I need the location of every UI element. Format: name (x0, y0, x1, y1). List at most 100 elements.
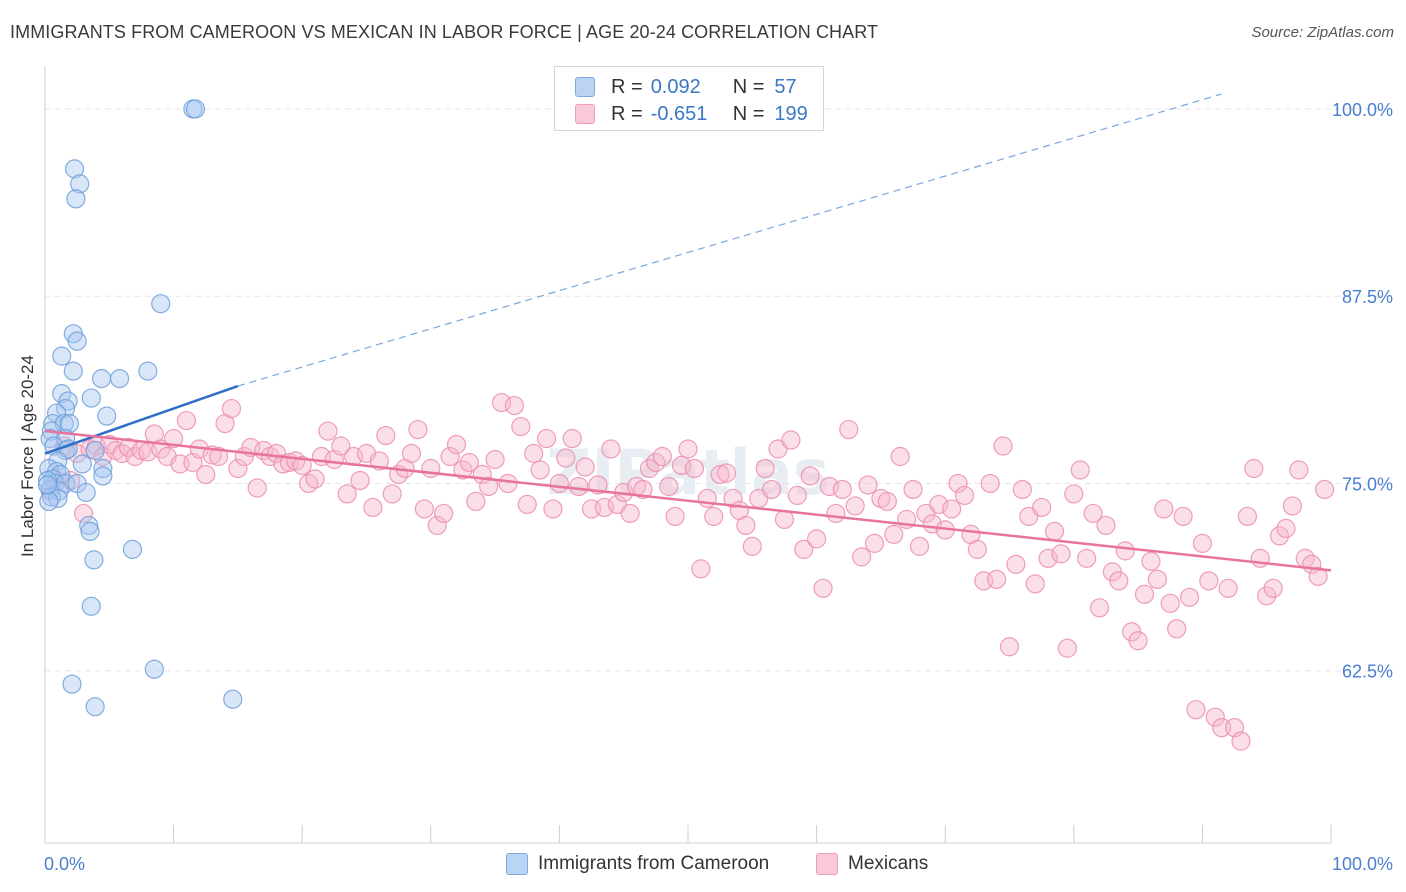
point-mexicans (1179, 587, 1200, 607)
point-mexicans (1032, 497, 1052, 518)
point-mexicans (1070, 460, 1090, 480)
point-mexicans (845, 496, 865, 516)
point-mexicans (337, 484, 357, 504)
bottom-legend-mexicans: Mexicans (816, 852, 928, 876)
point-mexicans (826, 503, 846, 524)
point-mexicans (954, 485, 975, 506)
point-cameroon (85, 697, 105, 717)
legend-n-value: 199 (774, 102, 808, 125)
legend-n-label: N = (732, 75, 765, 98)
point-mexicans (440, 446, 460, 467)
point-mexicans (1237, 506, 1258, 527)
trend-layer (44, 93, 1332, 572)
point-mexicans (1282, 496, 1303, 516)
point-mexicans (530, 460, 550, 480)
point-mexicans (1115, 541, 1135, 561)
point-mexicans (1141, 551, 1161, 571)
point-mexicans (800, 466, 820, 486)
point-mexicans (1134, 584, 1155, 604)
point-mexicans (196, 464, 216, 485)
trendline-mexicans (44, 429, 1332, 572)
point-cameroon (81, 388, 101, 408)
point-mexicans (832, 479, 852, 500)
stats-legend: R = 0.092 N = 57 R = -0.651 N = 199 (554, 66, 824, 131)
point-mexicans (813, 578, 833, 598)
point-mexicans (665, 506, 685, 527)
point-cameroon (138, 361, 158, 381)
point-mexicans (852, 547, 872, 567)
trendline-cameroon-extension (237, 93, 1222, 387)
point-cameroon (67, 331, 87, 351)
label-layer: 62.5% 75.0% 87.5% 100.0% 0.0% 100.0% (44, 100, 1393, 874)
bottom-legend-label-cameroon: Immigrants from Cameroon (538, 853, 770, 874)
point-mexicans (1147, 569, 1167, 589)
point-mexicans (691, 559, 711, 579)
point-mexicans (1109, 571, 1129, 591)
point-cameroon (223, 689, 243, 709)
point-cameroon (122, 539, 143, 559)
point-mexicans (1038, 548, 1058, 568)
chart-source: Source: ZipAtlas.com (1251, 24, 1394, 41)
point-cameroon (64, 159, 85, 179)
point-mexicans (221, 398, 242, 419)
point-mexicans (1025, 574, 1045, 594)
point-mexicans (176, 410, 197, 431)
y-tick-label: 62.5% (1342, 662, 1393, 682)
point-mexicans (1077, 548, 1097, 568)
point-mexicans (781, 430, 801, 450)
legend-swatch-mexicans (575, 104, 595, 124)
point-cameroon (70, 174, 90, 194)
point-mexicans (524, 443, 544, 464)
point-mexicans (1205, 707, 1225, 727)
point-mexicans (864, 533, 885, 553)
point-mexicans (369, 451, 389, 471)
point-mexicans (1154, 499, 1174, 519)
point-mexicans (1160, 593, 1180, 613)
point-cameroon (58, 391, 78, 411)
legend-n-label: N = (732, 102, 765, 125)
point-mexicans (1012, 479, 1032, 500)
legend-r-label: R = (611, 75, 643, 98)
point-mexicans (511, 416, 531, 437)
point-mexicans (453, 460, 473, 480)
point-mexicans (434, 503, 454, 524)
point-mexicans (1051, 544, 1071, 564)
point-cameroon (93, 458, 113, 479)
point-mexicans (723, 488, 743, 509)
point-mexicans (1064, 484, 1084, 504)
point-mexicans (1231, 731, 1251, 751)
point-mexicans (1167, 619, 1187, 639)
point-mexicans (247, 478, 267, 498)
point-mexicans (408, 419, 428, 440)
bottom-legend-label-mexicans: Mexicans (848, 853, 929, 874)
point-mexicans (967, 539, 987, 559)
point-mexicans (1289, 460, 1309, 480)
point-mexicans (569, 476, 589, 497)
point-mexicans (1083, 503, 1103, 524)
point-mexicans (485, 449, 505, 470)
legend-row-mexicans: R = -0.651 N = 199 (575, 103, 808, 125)
point-cameroon (85, 440, 105, 461)
point-mexicans (659, 476, 679, 497)
point-mexicans (761, 479, 782, 500)
bottom-legend-cameroon: Immigrants from Cameroon (506, 852, 769, 876)
point-mexicans (890, 446, 910, 467)
point-mexicans (1089, 598, 1110, 618)
point-cameroon (39, 491, 59, 512)
point-mexicans (1057, 638, 1077, 658)
point-mexicans (1244, 458, 1264, 479)
point-mexicans (292, 455, 312, 476)
point-cameroon (91, 369, 112, 389)
point-mexicans (1308, 566, 1328, 586)
legend-r-value: -0.651 (650, 102, 708, 125)
point-mexicans (1263, 578, 1283, 598)
point-cameroon (109, 369, 130, 389)
point-mexicans (556, 448, 576, 468)
point-mexicans (710, 464, 730, 485)
point-mexicans (993, 436, 1013, 456)
point-mexicans (794, 539, 814, 559)
grid-layer (45, 108, 1391, 672)
point-mexicans (736, 515, 756, 536)
point-mexicans (543, 499, 563, 519)
point-mexicans (1218, 578, 1238, 598)
